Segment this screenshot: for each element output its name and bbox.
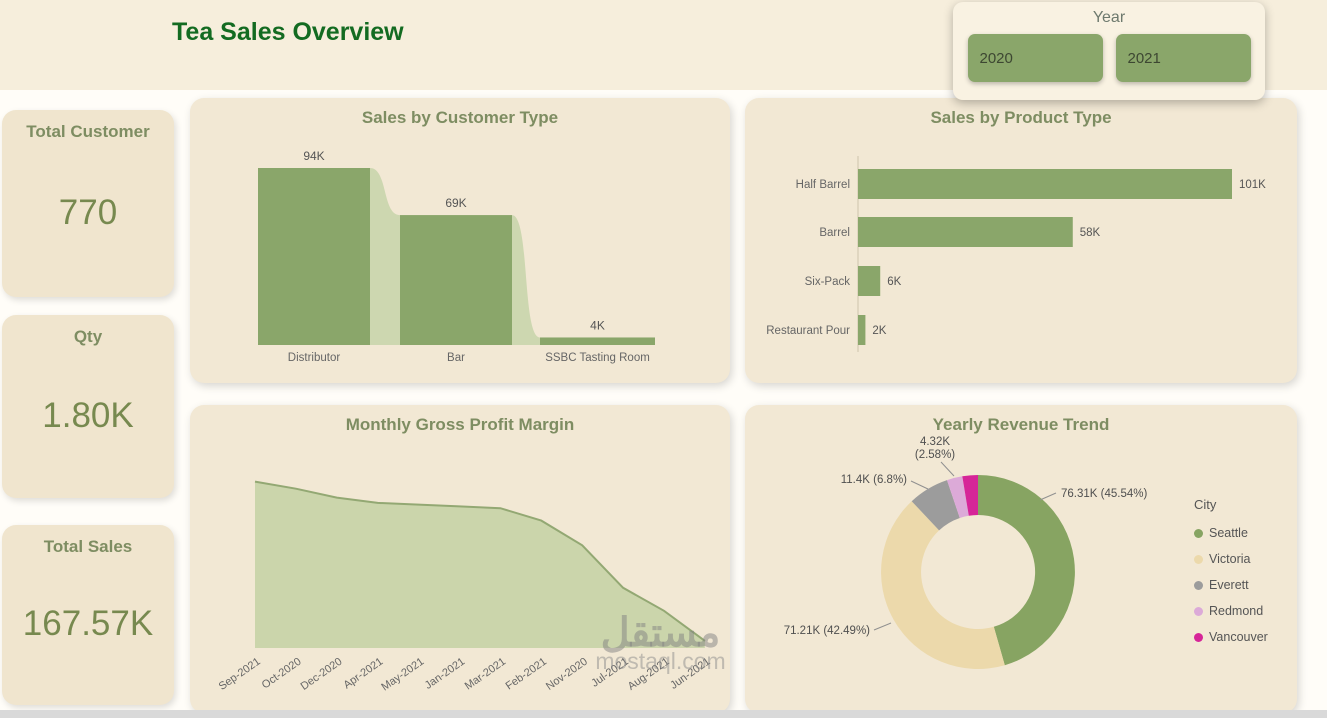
chart-title-sales-by-customer-type: Sales by Customer Type	[361, 108, 559, 127]
bottom-strip	[0, 710, 1327, 718]
legend-item-everett[interactable]: Everett	[1194, 572, 1268, 598]
legend-dot-seattle	[1194, 528, 1203, 538]
legend-label: Redmond	[1209, 604, 1264, 618]
svg-text:76.31K (45.54%): 76.31K (45.54%)	[1061, 488, 1147, 500]
monthly-gross-profit-margin-card: Monthly Gross Profit Margin Sep-2021 Oct-…	[190, 405, 730, 713]
donut-slice-victoria	[881, 501, 1005, 669]
legend-title: City	[1194, 497, 1217, 512]
svg-text:Half Barrel: Half Barrel	[796, 179, 850, 191]
legend-item-redmond[interactable]: Redmond	[1194, 598, 1268, 624]
donut-slice-redmond	[947, 476, 969, 518]
legend-label: Seattle	[1209, 526, 1248, 540]
svg-text:58K: 58K	[1080, 227, 1101, 239]
year-button-2020[interactable]: 2020	[967, 34, 1103, 82]
chart-title-monthly-gross-profit-margin: Monthly Gross Profit Margin	[345, 415, 575, 434]
legend-label: Everett	[1209, 578, 1249, 592]
kpi-label: Qty	[73, 327, 103, 346]
funnel-chart[interactable]: 94K Distributor 69K Bar 4K SSBC Tasting Room	[190, 98, 730, 383]
kpi-value: 167.57K	[22, 604, 154, 643]
kpi-label: Total Sales	[43, 537, 133, 556]
svg-text:Jun-2021: Jun-2021	[668, 656, 712, 692]
sales-by-customer-type-card: Sales by Customer Type 94K Distributor 69K…	[190, 98, 730, 383]
legend-label: Victoria	[1209, 552, 1251, 566]
svg-text:Barrel: Barrel	[819, 227, 850, 239]
year-slicer-title: Year	[1092, 9, 1126, 26]
svg-text:4.32K: 4.32K	[920, 436, 950, 448]
svg-text:94K: 94K	[303, 149, 324, 163]
svg-text:Distributor: Distributor	[288, 352, 341, 364]
chart-title-yearly-revenue-trend: Yearly Revenue Trend	[932, 415, 1110, 434]
legend-label: Vancouver	[1209, 630, 1268, 644]
donut-slice-vancouver	[962, 475, 978, 516]
svg-text:Oct-2020: Oct-2020	[260, 656, 304, 692]
donut-slice-seattle	[978, 475, 1075, 666]
sales-by-product-type-card: Sales by Product Type Half Barrel 101K Bar…	[745, 98, 1297, 383]
yearly-revenue-trend-card: Yearly Revenue Trend 76.31K (45.54%) 71.2…	[745, 405, 1297, 713]
legend-dot-victoria	[1194, 554, 1203, 564]
svg-text:May-2021: May-2021	[379, 656, 426, 694]
donut-slice-everett	[911, 480, 960, 531]
svg-text:Dec-2020: Dec-2020	[299, 656, 345, 693]
year-slicer-buttons: 2020 2021	[953, 34, 1265, 82]
legend-item-seattle[interactable]: Seattle	[1194, 520, 1268, 546]
kpi-value: 770	[58, 192, 118, 232]
kpi-label: Total Customer	[26, 122, 150, 141]
svg-text:Jul-2021: Jul-2021	[589, 656, 630, 690]
svg-text:Feb-2021: Feb-2021	[504, 656, 549, 693]
svg-text:4K: 4K	[590, 318, 605, 332]
year-button-2021[interactable]: 2021	[1115, 34, 1251, 82]
svg-text:71.21K (42.49%): 71.21K (42.49%)	[784, 625, 870, 637]
svg-text:Nov-2020: Nov-2020	[544, 656, 590, 693]
svg-text:101K: 101K	[1239, 179, 1266, 191]
legend-item-vancouver[interactable]: Vancouver	[1194, 624, 1268, 650]
svg-text:Restaurant Pour: Restaurant Pour	[766, 325, 850, 337]
svg-text:6K: 6K	[887, 276, 901, 288]
svg-text:11.4K (6.8%): 11.4K (6.8%)	[841, 474, 907, 486]
legend-item-victoria[interactable]: Victoria	[1194, 546, 1268, 572]
svg-text:Apr-2021: Apr-2021	[341, 656, 385, 692]
kpi-card-total-sales: Total Sales 167.57K	[2, 525, 174, 705]
kpi-value: 1.80K	[42, 395, 134, 435]
svg-text:Sep-2021: Sep-2021	[217, 656, 263, 693]
year-slicer: Year 2020 2021	[953, 2, 1265, 100]
legend-dot-vancouver	[1194, 632, 1203, 642]
donut-chart[interactable]: 76.31K (45.54%) 71.21K (42.49%) 11.4K (6.8…	[745, 405, 1297, 713]
svg-text:Bar: Bar	[447, 352, 465, 364]
horizontal-bar-chart[interactable]: Half Barrel 101K Barrel 58K Six-Pack 6K Restau…	[745, 98, 1297, 383]
svg-text:Mar-2021: Mar-2021	[463, 656, 508, 693]
svg-text:SSBC Tasting Room: SSBC Tasting Room	[545, 352, 650, 364]
legend-dot-redmond	[1194, 606, 1203, 616]
svg-text:69K: 69K	[445, 196, 466, 210]
kpi-card-total-customer: Total Customer 770	[2, 110, 174, 297]
svg-text:Six-Pack: Six-Pack	[805, 276, 851, 288]
area-chart[interactable]: Sep-2021Oct-2020Dec-2020Apr-2021May-2021…	[190, 405, 730, 713]
chart-title-sales-by-product-type: Sales by Product Type	[930, 108, 1112, 127]
legend-dot-everett	[1194, 580, 1203, 590]
svg-text:Jan-2021: Jan-2021	[423, 656, 467, 692]
svg-text:(2.58%): (2.58%)	[915, 449, 955, 461]
kpi-card-qty: Qty 1.80K	[2, 315, 174, 498]
svg-text:Aug-2021: Aug-2021	[626, 656, 672, 693]
svg-text:2K: 2K	[872, 325, 886, 337]
donut-legend: City Seattle Victoria Everett Redmond Va…	[1194, 497, 1268, 650]
page-title: Tea Sales Overview	[172, 18, 404, 46]
